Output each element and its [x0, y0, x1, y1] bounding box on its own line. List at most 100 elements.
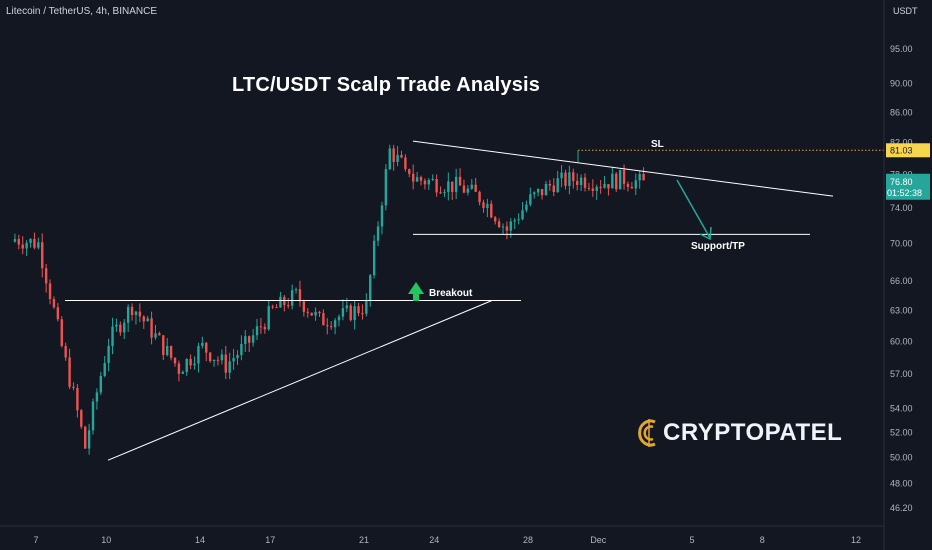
candle-body	[56, 307, 60, 320]
candle-body	[330, 326, 333, 328]
price-tick-label: 46.20	[890, 503, 913, 513]
candle-body	[21, 244, 24, 249]
time-tick-label: 24	[429, 535, 439, 545]
candle-body	[107, 345, 110, 364]
sl-label: SL	[651, 139, 664, 150]
candle-body	[626, 183, 630, 187]
candle-body	[84, 426, 87, 449]
candle-body	[427, 180, 431, 185]
candle-body	[310, 312, 313, 316]
candle-body	[287, 305, 290, 307]
projection-arrow-head-icon	[699, 226, 712, 241]
candle-body	[552, 185, 555, 193]
candle-body	[193, 363, 196, 366]
candle-body	[126, 306, 130, 323]
candle-body	[423, 180, 427, 185]
support-tp-label: Support/TP	[691, 241, 745, 252]
candle-body	[185, 358, 188, 372]
candle-body	[68, 357, 71, 387]
candle-body	[451, 181, 454, 192]
candle-body	[466, 188, 470, 193]
candle-body	[540, 188, 544, 196]
candle-body	[376, 226, 380, 241]
candle-body	[439, 192, 442, 194]
candle-body	[556, 178, 559, 193]
candle-body	[408, 169, 411, 174]
candle-body	[369, 275, 372, 300]
price-tick-label: 86.00	[890, 107, 913, 117]
candle-body	[486, 203, 489, 209]
candle-body	[568, 172, 571, 186]
candle-body	[529, 194, 532, 205]
price-tick-label: 63.00	[890, 306, 913, 316]
candle-body	[400, 154, 403, 158]
time-tick-label: 21	[359, 535, 369, 545]
candle-body	[111, 326, 114, 346]
candle-body	[501, 226, 505, 228]
price-tick-label: 90.00	[890, 78, 913, 88]
candle-body	[579, 177, 583, 185]
candle-body	[365, 299, 368, 314]
candle-countdown: 01:52:38	[887, 188, 922, 198]
brand-name: CRYPTOPATEL	[663, 419, 843, 446]
candle-body	[517, 219, 520, 221]
price-tick-label: 70.00	[890, 238, 913, 248]
candle-body	[298, 289, 302, 302]
candle-body	[306, 311, 309, 313]
candle-body	[91, 401, 95, 431]
candle-body	[415, 177, 419, 182]
candle-body	[618, 169, 622, 190]
candle-body	[212, 359, 216, 362]
candle-body	[177, 363, 181, 374]
candle-body	[314, 311, 317, 316]
candle-body	[622, 169, 626, 184]
candle-body	[240, 343, 243, 355]
candle-body	[435, 178, 438, 193]
candle-body	[412, 173, 415, 182]
candle-body	[349, 305, 352, 321]
candle-body	[525, 204, 528, 211]
candle-body	[494, 217, 497, 222]
price-axis[interactable]: 95.0090.0086.0082.0078.0074.0070.0066.00…	[890, 44, 913, 513]
candle-body	[603, 184, 606, 188]
candle-body	[37, 242, 40, 248]
candle-body	[154, 333, 157, 338]
candle-body	[76, 387, 79, 411]
candle-body	[17, 239, 21, 245]
candle-body	[591, 188, 595, 191]
time-axis[interactable]: 7 10 14 17 21 24 28 Dec 5 8 12	[33, 535, 861, 545]
candle-body	[95, 392, 99, 402]
candle-body	[173, 357, 177, 364]
candle-body	[372, 240, 376, 276]
candle-body	[103, 363, 106, 376]
symbol-label[interactable]: Litecoin / TetherUS, 4h, BINANCE	[6, 6, 157, 17]
price-tick-label: 82.00	[890, 138, 913, 148]
sl-price-tag-text: 81.03	[890, 145, 913, 155]
projection-arrow-line	[676, 179, 711, 239]
candle-body	[181, 371, 185, 374]
price-tick-label: 52.00	[890, 428, 913, 438]
candle-body	[13, 239, 17, 242]
candle-body	[615, 173, 618, 190]
candle-body	[521, 210, 524, 220]
time-tick-label: 12	[851, 535, 861, 545]
candle-body	[138, 311, 142, 317]
candle-body	[326, 325, 329, 327]
price-tick-label: 48.00	[890, 479, 913, 489]
time-tick-label: 17	[265, 535, 275, 545]
candle-body	[642, 173, 645, 181]
candle-body	[454, 176, 458, 192]
candle-body	[158, 333, 161, 336]
candle-body	[166, 346, 169, 355]
current-price-tag	[886, 173, 930, 200]
candle-body	[384, 169, 388, 206]
candle-body	[341, 308, 345, 317]
candle-body	[99, 375, 103, 393]
sl-price-tag	[886, 143, 930, 158]
candle-body	[119, 324, 122, 333]
candle-body	[572, 172, 575, 181]
candle-body	[201, 342, 204, 346]
candle-body	[275, 307, 278, 309]
candle-body	[576, 180, 579, 185]
